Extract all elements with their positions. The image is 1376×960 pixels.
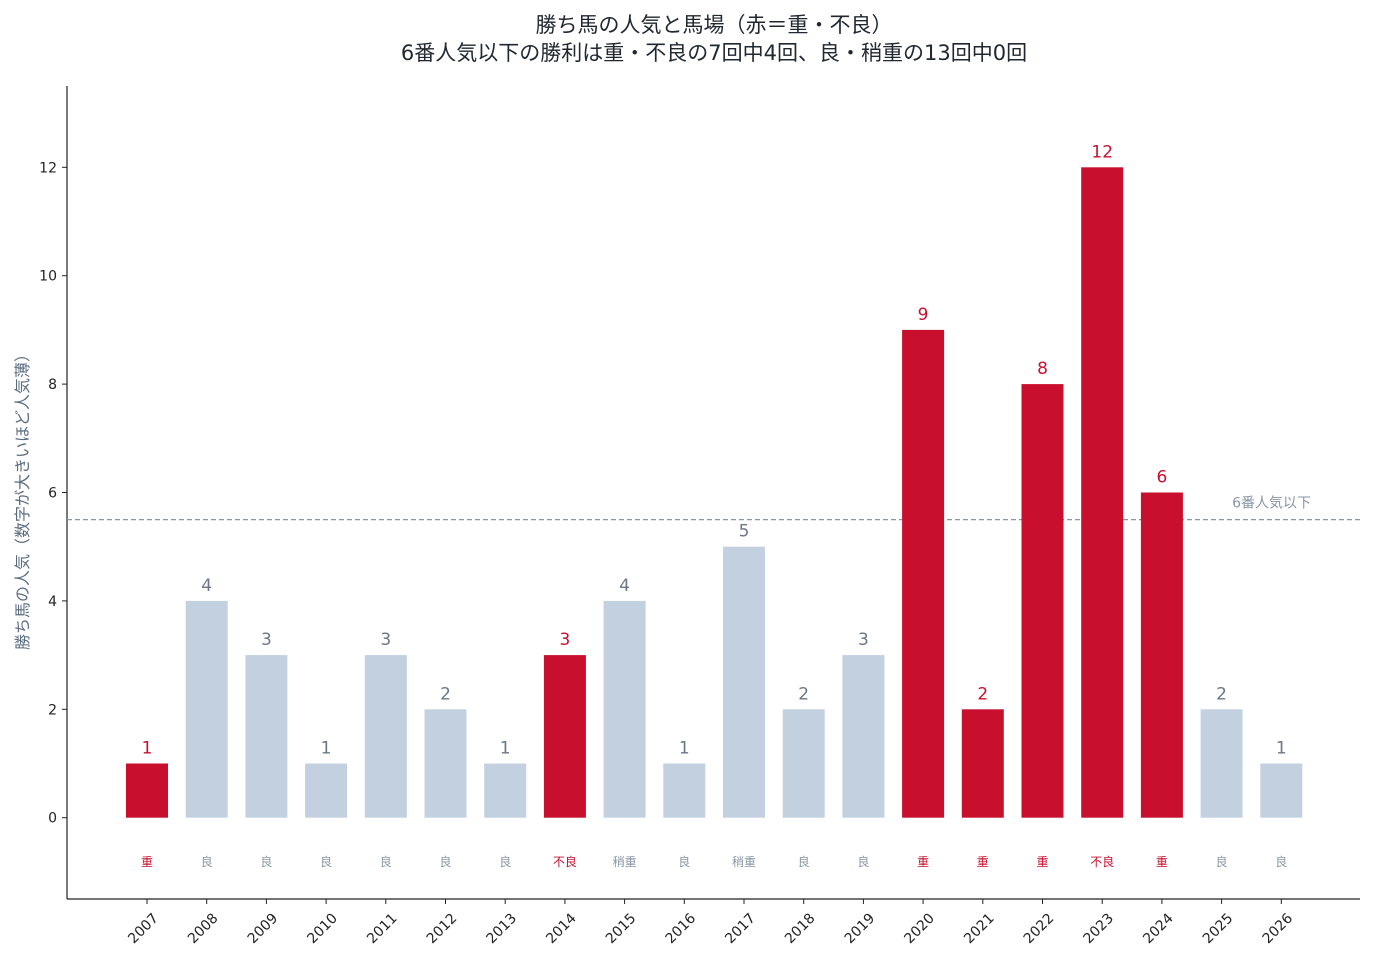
x-tick-label: 2010 [304,911,341,948]
bar-value-label: 2 [798,684,809,704]
y-tick-label: 12 [39,160,57,176]
bar [1021,384,1064,818]
bar-value-label: 4 [619,576,630,596]
track-condition-label: 良 [857,854,869,869]
track-condition-label: 重 [917,855,929,869]
bar-value-label: 2 [977,684,988,704]
y-tick-label: 8 [48,377,57,393]
track-condition-label: 不良 [553,854,577,869]
y-tick-label: 4 [48,594,57,610]
track-condition-label: 重 [141,855,153,869]
bar-value-label: 5 [739,522,750,542]
bar-value-label: 9 [918,305,929,325]
x-tick-label: 2018 [782,911,819,948]
bar [842,655,885,818]
x-tick-label: 2026 [1260,910,1297,947]
y-tick-label: 6 [48,486,57,502]
bar-value-label: 3 [858,630,869,650]
track-condition-label: 良 [201,854,213,869]
y-axis-label: 勝ち馬の人気（数字が大きいほど人気薄） [13,346,32,650]
bar-value-label: 1 [1276,739,1287,759]
bar [424,709,467,818]
bar-value-label: 6 [1156,468,1167,488]
track-condition-label: 良 [1216,854,1228,869]
track-condition-label: 良 [260,854,272,869]
bar-value-label: 3 [380,630,391,650]
bar-value-label: 2 [1216,684,1227,704]
bar-value-label: 3 [261,630,272,650]
bar [723,546,765,818]
bar-value-label: 2 [440,684,451,704]
x-tick-label: 2008 [185,911,222,948]
reference-line-label: 6番人気以下 [1232,496,1311,512]
x-tick-label: 2007 [125,911,162,948]
x-tick-label: 2025 [1200,911,1237,948]
bar-value-label: 1 [142,739,153,759]
bar-value-label: 12 [1091,142,1113,162]
bar [185,600,228,818]
track-condition-label: 重 [977,855,989,869]
track-condition-label: 良 [499,854,511,869]
bar [543,655,586,818]
bar [1200,709,1243,818]
bar [961,709,1004,818]
bar [245,655,288,818]
x-tick-label: 2019 [842,911,879,948]
x-tick-label: 2014 [543,910,580,947]
bar [305,763,348,818]
plot-area: 0246810126番人気以下1重20074良20083良20091良20103… [39,86,1360,947]
x-tick-label: 2024 [1140,910,1177,947]
track-condition-label: 良 [1275,854,1287,869]
track-condition-label: 稍重 [732,855,756,869]
track-condition-label: 良 [320,854,332,869]
bar [603,600,646,818]
x-tick-label: 2022 [1021,911,1058,948]
x-tick-label: 2016 [663,910,700,947]
bar [1140,492,1183,818]
bar [1260,763,1303,818]
bar-value-label: 4 [201,576,212,596]
x-tick-label: 2009 [245,911,282,948]
track-condition-label: 良 [439,854,451,869]
track-condition-label: 不良 [1090,854,1114,869]
bar-value-label: 3 [559,630,570,650]
track-condition-label: 良 [678,854,690,869]
track-condition-label: 重 [1156,855,1168,869]
x-tick-label: 2013 [484,911,521,948]
bar-value-label: 1 [500,739,511,759]
x-tick-label: 2011 [364,911,401,948]
x-tick-label: 2021 [961,911,998,948]
bar [484,763,527,818]
bar [1081,167,1124,818]
x-tick-label: 2015 [603,911,640,948]
x-tick-label: 2012 [424,911,461,948]
x-tick-label: 2023 [1081,911,1118,948]
track-condition-label: 重 [1036,855,1048,869]
y-tick-label: 0 [48,811,57,827]
track-condition-label: 良 [380,854,392,869]
bar [126,763,168,818]
bar [782,709,825,818]
bar-value-label: 1 [321,739,332,759]
track-condition-label: 良 [798,854,810,869]
bar [902,329,945,818]
x-tick-label: 2020 [901,911,938,948]
bar [364,655,407,818]
track-condition-label: 稍重 [613,855,637,869]
x-tick-label: 2017 [722,911,759,948]
bar-value-label: 8 [1037,359,1048,379]
y-tick-label: 10 [39,269,57,285]
chart-title: 勝ち馬の人気と馬場（赤＝重・不良） [536,13,893,37]
chart-subtitle: 6番人気以下の勝利は重・不良の7回中4回、良・稍重の13回中0回 [401,41,1027,65]
bar [663,763,706,818]
bar-value-label: 1 [679,739,690,759]
y-tick-label: 2 [48,702,57,718]
